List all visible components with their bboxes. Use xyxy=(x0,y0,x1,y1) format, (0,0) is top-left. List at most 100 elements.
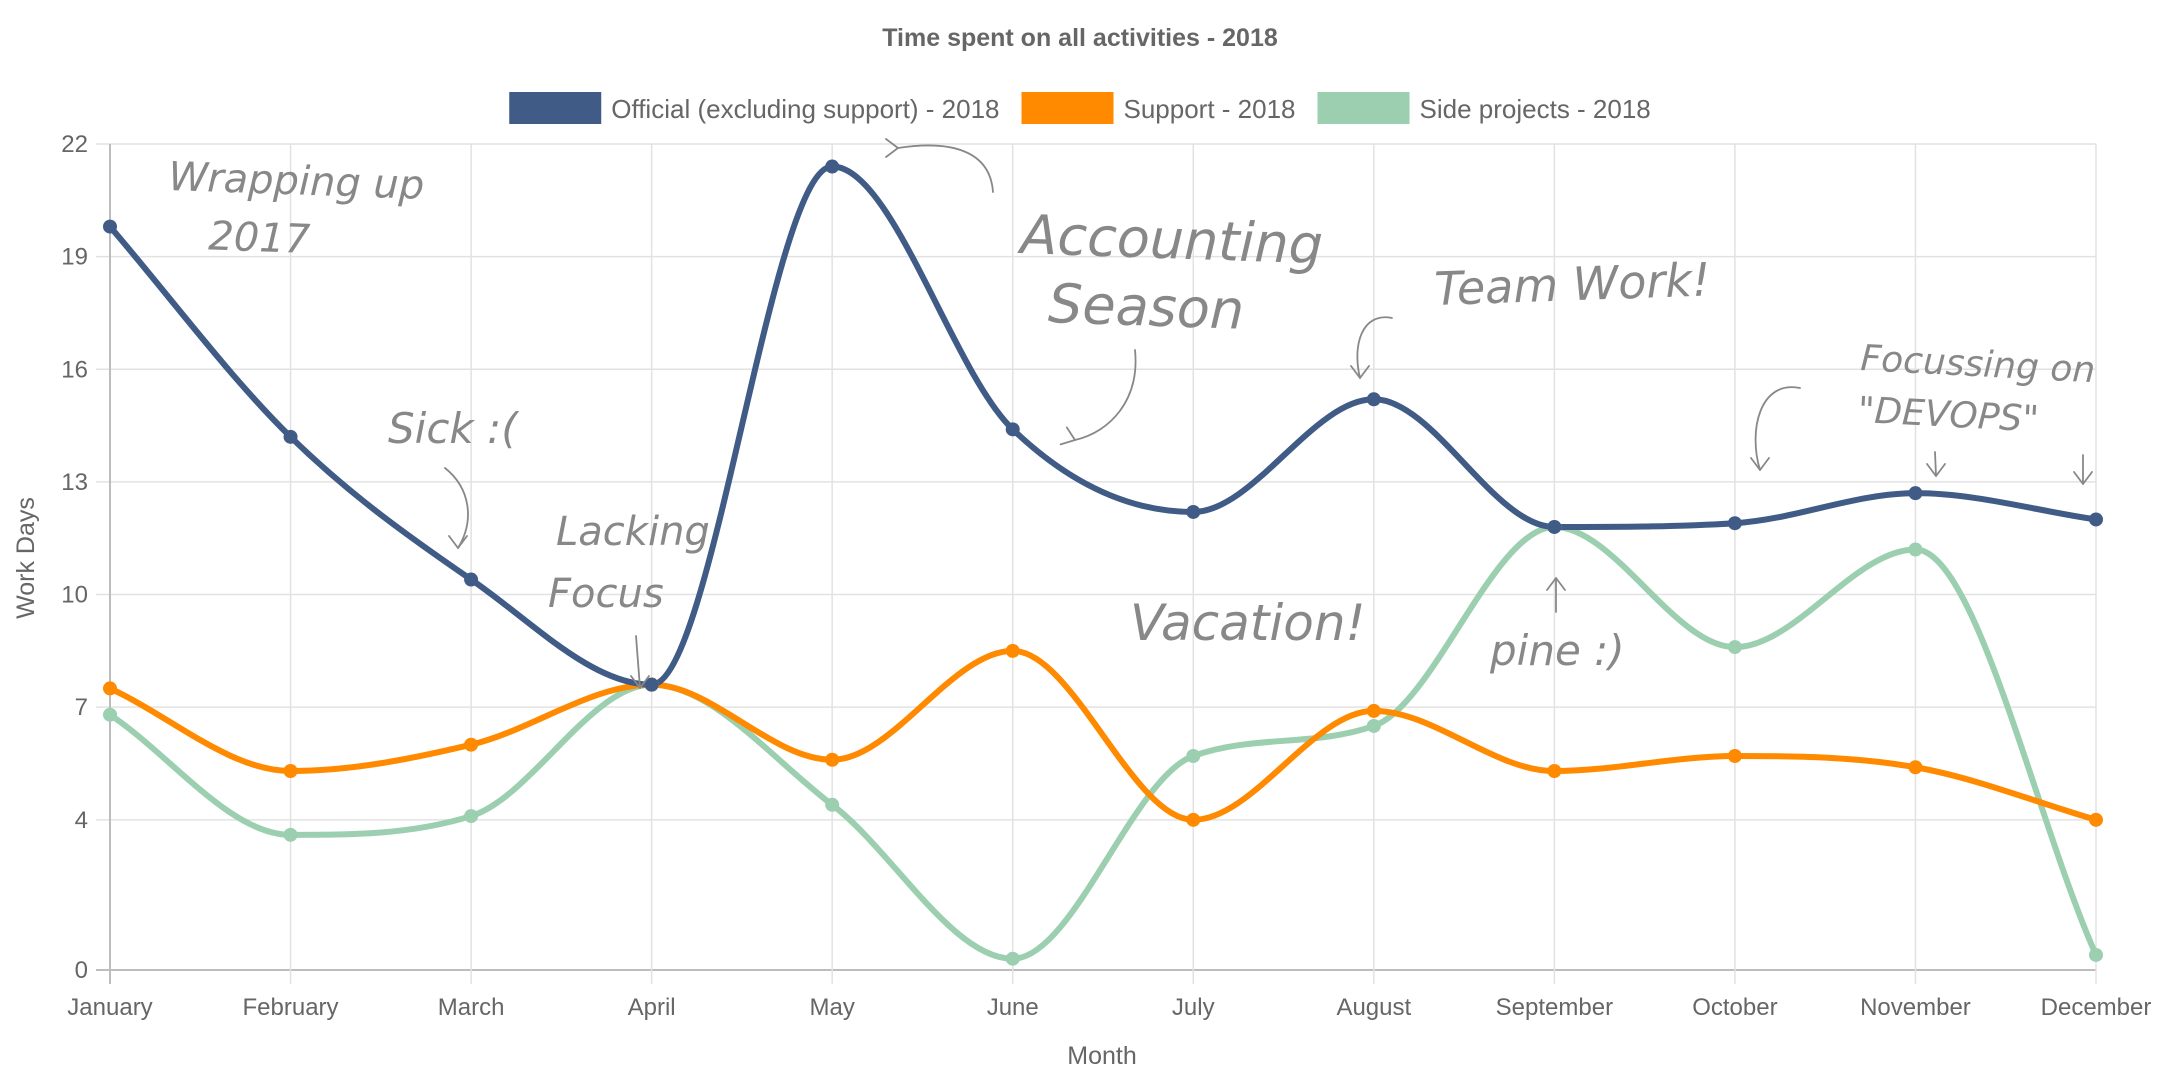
data-point-s2-october[interactable] xyxy=(1727,640,1742,655)
data-point-s2-may[interactable] xyxy=(825,797,840,812)
y-tick-label: 4 xyxy=(75,807,88,834)
annotation-arrow xyxy=(2073,454,2093,485)
x-tick-label: April xyxy=(628,994,676,1021)
axes: 0 4 7 10 13 16 19 22 January February March April Ma… xyxy=(61,131,2151,1021)
y-tick-label: 13 xyxy=(61,469,88,496)
legend-label: Support - 2018 xyxy=(1124,94,1296,124)
annotation-arrow xyxy=(444,467,469,549)
data-point-s0-april[interactable] xyxy=(644,677,659,692)
data-point-s0-june[interactable] xyxy=(1005,422,1020,437)
data-point-s1-august[interactable] xyxy=(1366,703,1381,718)
data-point-s1-february[interactable] xyxy=(283,764,298,779)
annotation-5: Vacation! xyxy=(1130,594,1366,652)
annotation-6: pine :) xyxy=(1489,626,1625,675)
annotation-arrow xyxy=(1546,577,1566,613)
data-point-s2-january[interactable] xyxy=(103,707,117,722)
annotation-7: Focussing on"DEVOPS" xyxy=(1857,338,2096,443)
annotation-arrow xyxy=(1750,386,1801,471)
data-point-s2-june[interactable] xyxy=(1005,951,1020,966)
y-tick-label: 0 xyxy=(75,957,88,984)
legend-label: Side projects - 2018 xyxy=(1420,94,1651,124)
annotation-arrow xyxy=(1350,316,1393,379)
data-point-s1-march[interactable] xyxy=(464,737,479,752)
data-point-s2-march[interactable] xyxy=(464,809,479,824)
annotation-2: Lacking Focus xyxy=(548,509,710,617)
legend-label: Official (excluding support) - 2018 xyxy=(611,94,999,124)
series-line-1 xyxy=(107,647,2099,823)
y-tick-label: 19 xyxy=(61,244,88,271)
data-point-s0-may[interactable] xyxy=(825,159,840,174)
x-tick-label: September xyxy=(1496,994,1613,1021)
data-point-s0-october[interactable] xyxy=(1727,516,1742,531)
annotation-arrow xyxy=(885,138,994,193)
data-point-s0-november[interactable] xyxy=(1908,486,1923,501)
annotation-3: AccountingSeason xyxy=(1014,203,1324,345)
legend-swatch xyxy=(509,92,602,124)
data-point-s0-september[interactable] xyxy=(1547,519,1562,534)
annotation-line: Lacking xyxy=(556,509,710,555)
data-point-s0-december[interactable] xyxy=(2089,512,2103,527)
annotation-0: Wrapping up2017 xyxy=(166,154,425,267)
x-tick-label: November xyxy=(1860,994,1971,1021)
legend-swatch xyxy=(1317,92,1410,124)
y-axis-title: Work Days xyxy=(12,497,40,619)
handwritten-annotations: Wrapping up2017 Sick :( Lacking Focus Accoun… xyxy=(166,138,2096,689)
data-point-s1-may[interactable] xyxy=(825,752,840,767)
annotation-line: Focus xyxy=(548,571,664,617)
series-line-2 xyxy=(107,523,2099,962)
x-tick-label: October xyxy=(1692,994,1777,1021)
data-point-s1-september[interactable] xyxy=(1547,764,1562,779)
x-tick-label: March xyxy=(438,994,505,1021)
annotation-1: Sick :( xyxy=(388,404,519,453)
data-point-s2-august[interactable] xyxy=(1366,718,1381,733)
grid xyxy=(96,143,2097,984)
data-point-s0-march[interactable] xyxy=(464,572,479,587)
annotation-line: Vacation! xyxy=(1130,594,1366,652)
legend[interactable]: Official (excluding support) - 2018 Suppo… xyxy=(509,92,1651,124)
data-point-s1-january[interactable] xyxy=(103,681,117,696)
annotation-line: Season xyxy=(1047,272,1245,342)
data-point-s2-july[interactable] xyxy=(1186,748,1201,763)
data-point-s2-february[interactable] xyxy=(283,827,298,842)
y-tick-label: 10 xyxy=(61,582,88,609)
annotation-line: Team Work! xyxy=(1433,252,1711,316)
chart-title: Time spent on all activities - 2018 xyxy=(882,24,1278,52)
annotation-4: Team Work! xyxy=(1433,252,1711,316)
annotation-line: Sick :( xyxy=(388,404,519,453)
legend-swatch xyxy=(1021,92,1114,124)
x-tick-label: June xyxy=(987,994,1039,1021)
y-tick-label: 7 xyxy=(75,694,88,721)
x-tick-label: December xyxy=(2041,994,2152,1021)
data-point-s2-november[interactable] xyxy=(1908,542,1923,557)
data-point-s0-january[interactable] xyxy=(103,219,117,234)
annotation-line: Accounting xyxy=(1017,203,1324,277)
annotation-line: Focussing on xyxy=(1860,338,2097,391)
legend-item-1[interactable]: Support - 2018 xyxy=(1021,92,1296,124)
x-tick-label: February xyxy=(243,994,339,1021)
data-point-s1-july[interactable] xyxy=(1186,812,1201,827)
y-tick-label: 16 xyxy=(61,356,88,383)
series-points xyxy=(103,159,2103,966)
annotation-arrow xyxy=(630,635,650,689)
annotation-arrow xyxy=(1926,451,1946,477)
legend-item-2[interactable]: Side projects - 2018 xyxy=(1317,92,1651,124)
x-axis-title: Month xyxy=(1067,1042,1136,1070)
data-point-s0-february[interactable] xyxy=(283,429,298,444)
data-point-s0-august[interactable] xyxy=(1366,392,1381,407)
x-tick-label: August xyxy=(1336,994,1411,1021)
annotation-line: Wrapping up xyxy=(168,154,425,209)
data-point-s2-december[interactable] xyxy=(2089,947,2103,962)
legend-item-0[interactable]: Official (excluding support) - 2018 xyxy=(509,92,1000,124)
x-tick-label: January xyxy=(67,994,152,1021)
annotation-line: "DEVOPS" xyxy=(1857,390,2040,440)
x-tick-label: July xyxy=(1172,994,1215,1021)
data-point-s1-november[interactable] xyxy=(1908,760,1923,775)
x-tick-label: May xyxy=(810,994,855,1021)
data-point-s0-july[interactable] xyxy=(1186,504,1201,519)
data-point-s1-june[interactable] xyxy=(1005,643,1020,658)
annotation-arrow xyxy=(1059,349,1137,446)
data-point-s1-october[interactable] xyxy=(1727,748,1742,763)
data-point-s1-december[interactable] xyxy=(2089,812,2103,827)
